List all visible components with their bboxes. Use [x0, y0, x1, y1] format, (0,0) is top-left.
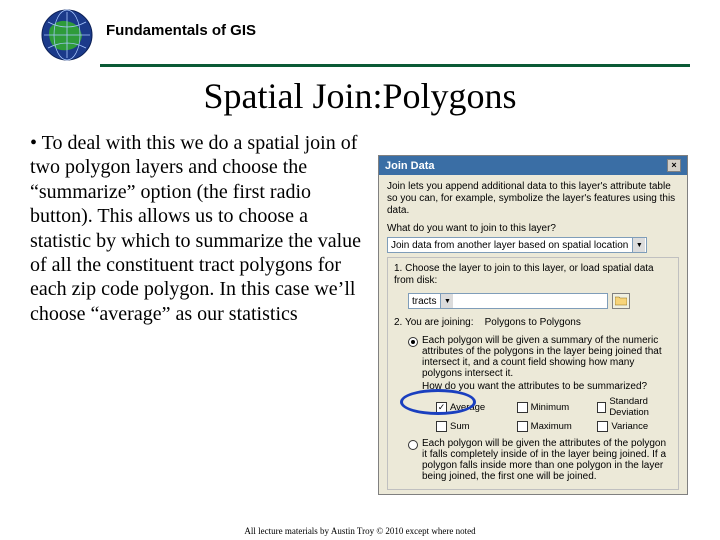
close-icon[interactable]: × — [667, 159, 681, 172]
how-prompt: How do you want the attributes to be sum… — [422, 381, 672, 393]
radio-icon — [408, 337, 418, 347]
dialog-title: Join Data — [385, 160, 435, 172]
chk-maximum[interactable]: Maximum — [517, 421, 592, 432]
step2-row: 2. You are joining: Polygons to Polygons — [394, 317, 672, 329]
dialog-titlebar: Join Data × — [379, 156, 687, 175]
globe-icon — [40, 8, 94, 62]
join-data-dialog: Join Data × Join lets you append additio… — [378, 155, 688, 495]
opt2-text: Each polygon will be given the attribute… — [422, 438, 672, 482]
bullet-item: To deal with this we do a spatial join o… — [30, 131, 370, 326]
chevron-down-icon: ▼ — [440, 294, 453, 308]
radio-inside[interactable]: Each polygon will be given the attribute… — [408, 438, 672, 482]
chk-average[interactable]: ✓Average — [436, 396, 511, 419]
browse-button[interactable] — [612, 293, 630, 309]
slide-title: Spatial Join:Polygons — [0, 75, 720, 117]
opt1-text: Each polygon will be given a summary of … — [422, 335, 672, 379]
course-title: Fundamentals of GIS — [106, 22, 256, 39]
dialog-intro: Join lets you append additional data to … — [387, 181, 679, 217]
header-divider — [100, 64, 690, 67]
step2-value: Polygons to Polygons — [485, 317, 581, 328]
chk-variance[interactable]: Variance — [597, 421, 672, 432]
step1-label: 1. Choose the layer to join to this laye… — [394, 263, 672, 287]
layer-value: tracts — [412, 296, 436, 307]
step2-prefix: 2. You are joining: — [394, 317, 474, 328]
join-type-value: Join data from another layer based on sp… — [391, 240, 628, 251]
layer-dropdown[interactable]: tracts ▼ — [408, 293, 608, 309]
radio-summary[interactable]: Each polygon will be given a summary of … — [408, 335, 672, 379]
chk-std[interactable]: Standard Deviation — [597, 396, 672, 419]
stat-checkboxes: ✓Average Minimum Standard Deviation Sum … — [436, 396, 672, 432]
chevron-down-icon: ▼ — [632, 238, 645, 252]
q1-label: What do you want to join to this layer? — [387, 223, 679, 234]
footer-credit: All lecture materials by Austin Troy © 2… — [0, 526, 720, 536]
join-type-dropdown[interactable]: Join data from another layer based on sp… — [387, 237, 647, 253]
chk-minimum[interactable]: Minimum — [517, 396, 592, 419]
radio-icon — [408, 440, 418, 450]
options-panel: 1. Choose the layer to join to this laye… — [387, 257, 679, 490]
bullet-text: To deal with this we do a spatial join o… — [30, 131, 370, 495]
chk-sum[interactable]: Sum — [436, 421, 511, 432]
slide-header: Fundamentals of GIS — [0, 0, 720, 64]
